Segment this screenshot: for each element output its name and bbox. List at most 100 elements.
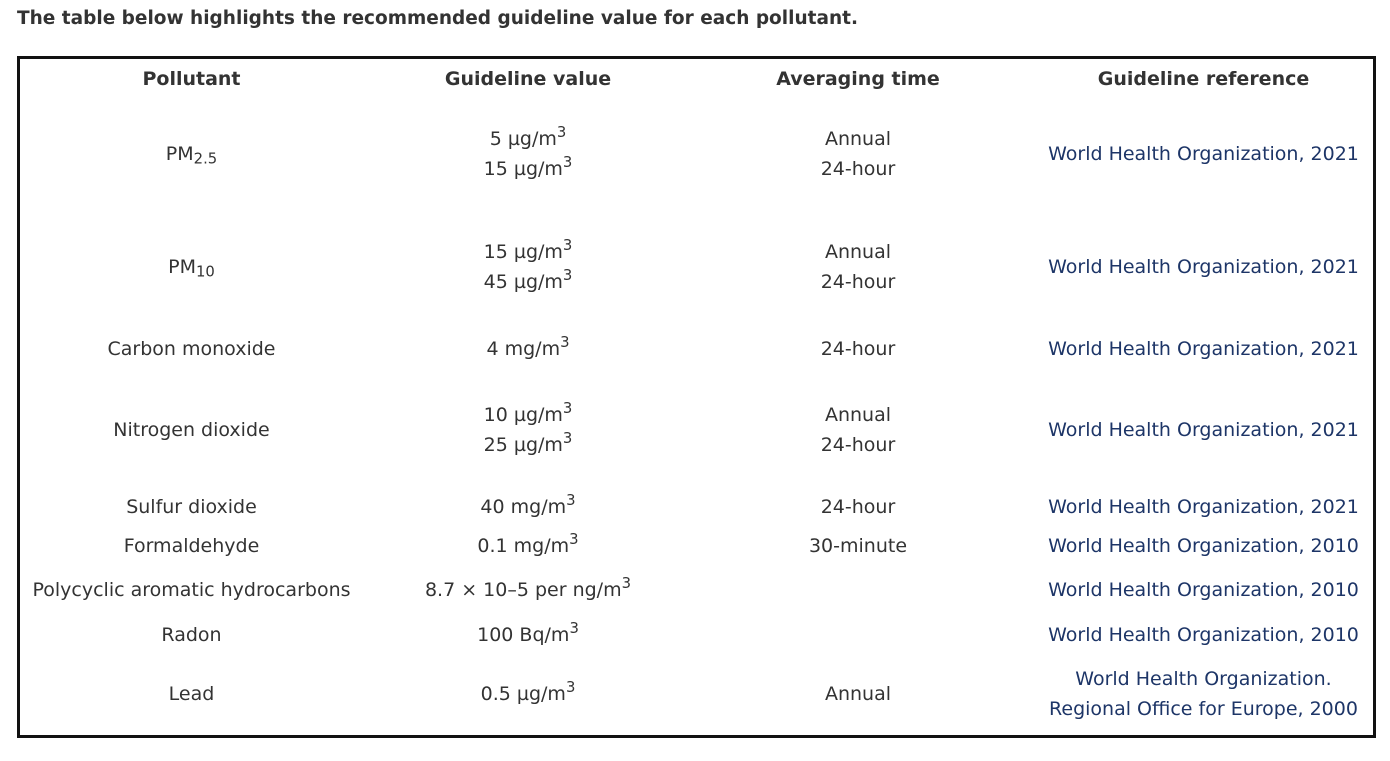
value-text: 25 µg/m bbox=[483, 434, 563, 456]
pollutant-name: Nitrogen dioxide bbox=[113, 419, 270, 441]
averaging-time: Annual bbox=[824, 404, 892, 426]
guideline-value-cell: 0.1 mg/m3 bbox=[363, 531, 693, 561]
guideline-reference-cell: World Health Organization. Regional Offic… bbox=[1031, 664, 1376, 724]
averaging-time: 24-hour bbox=[820, 434, 896, 456]
averaging-time: 24-hour bbox=[820, 338, 896, 360]
guideline-value: 8.7 × 10–5 per ng/m3 bbox=[363, 575, 693, 605]
value-exponent: 3 bbox=[569, 530, 579, 548]
guideline-value-cell: 100 Bq/m3 bbox=[363, 620, 693, 650]
guideline-value-cell: 4 mg/m3 bbox=[363, 334, 693, 364]
guideline-value: 15 µg/m3 bbox=[363, 154, 693, 184]
value-text: 15 µg/m bbox=[483, 158, 563, 180]
value-text: 10 µg/m bbox=[483, 404, 563, 426]
guideline-reference: World Health Organization, 2010 bbox=[1048, 535, 1359, 557]
averaging-time: 24-hour bbox=[820, 158, 896, 180]
guideline-value-cell: 40 mg/m3 bbox=[363, 492, 693, 522]
value-text: 8.7 × 10–5 per ng/m bbox=[424, 579, 622, 601]
value-exponent: 3 bbox=[562, 266, 573, 284]
header-averaging-time: Averaging time bbox=[776, 68, 940, 90]
header-pollutant: Pollutant bbox=[142, 68, 241, 90]
value-exponent: 3 bbox=[569, 619, 579, 637]
value-exponent: 3 bbox=[621, 574, 632, 592]
pollutant-subscript: 10 bbox=[196, 263, 215, 281]
pollutant-name: Formaldehyde bbox=[123, 535, 260, 557]
guideline-reference-cell: World Health Organization, 2010 bbox=[1031, 620, 1376, 650]
pollutant-name: Carbon monoxide bbox=[107, 338, 276, 360]
guideline-reference-cell: World Health Organization, 2021 bbox=[1031, 139, 1376, 169]
pollutant-name: Sulfur dioxide bbox=[126, 496, 257, 518]
pollutant-cell: PM10 bbox=[20, 252, 363, 282]
guideline-reference-cell: World Health Organization, 2021 bbox=[1031, 334, 1376, 364]
averaging-time-cell: Annual bbox=[693, 679, 1023, 709]
pollutant-name: PM bbox=[165, 143, 194, 165]
value-text: 45 µg/m bbox=[483, 271, 563, 293]
guideline-value-cell: 0.5 µg/m3 bbox=[363, 679, 693, 709]
averaging-time: 30-minute bbox=[808, 535, 908, 557]
value-exponent: 3 bbox=[562, 429, 573, 447]
guideline-value: 100 Bq/m3 bbox=[363, 620, 693, 650]
guideline-reference: World Health Organization, 2021 bbox=[1048, 338, 1359, 360]
guideline-value: 4 mg/m3 bbox=[363, 334, 693, 364]
averaging-time-cell: 30-minute bbox=[693, 531, 1023, 561]
guideline-value-cell: 8.7 × 10–5 per ng/m3 bbox=[363, 575, 693, 605]
pollutant-cell: PM2.5 bbox=[20, 139, 363, 169]
guideline-reference: World Health Organization, 2021 bbox=[1048, 256, 1359, 278]
pollutant-cell: Nitrogen dioxide bbox=[20, 415, 363, 445]
guideline-value: 15 µg/m3 bbox=[363, 237, 693, 267]
guideline-reference-cell: World Health Organization, 2010 bbox=[1031, 531, 1376, 561]
pollutant-cell: Carbon monoxide bbox=[20, 334, 363, 364]
pollutant-cell: Radon bbox=[20, 620, 363, 650]
guideline-value: 10 µg/m3 bbox=[363, 400, 693, 430]
value-exponent: 3 bbox=[562, 153, 573, 171]
value-exponent: 3 bbox=[556, 123, 567, 141]
pollutant-subscript: 2.5 bbox=[193, 150, 218, 168]
guideline-reference-cell: World Health Organization, 2021 bbox=[1031, 492, 1376, 522]
averaging-time: Annual bbox=[824, 683, 892, 705]
averaging-time: Annual bbox=[824, 241, 892, 263]
guideline-value: 5 µg/m3 bbox=[363, 124, 693, 154]
guideline-reference: Regional Office for Europe, 2000 bbox=[1049, 698, 1358, 720]
guideline-reference: World Health Organization, 2010 bbox=[1048, 624, 1359, 646]
value-exponent: 3 bbox=[565, 678, 576, 696]
pollutant-cell: Polycyclic aromatic hydrocarbons bbox=[20, 575, 363, 605]
header-guideline-reference: Guideline reference bbox=[1097, 68, 1310, 90]
value-exponent: 3 bbox=[560, 333, 570, 351]
pollutant-cell: Sulfur dioxide bbox=[20, 492, 363, 522]
pollutant-name: Lead bbox=[168, 683, 215, 705]
value-exponent: 3 bbox=[562, 236, 573, 254]
guideline-reference-cell: World Health Organization, 2010 bbox=[1031, 575, 1376, 605]
value-text: 0.1 mg/m bbox=[477, 535, 570, 557]
averaging-time: 24-hour bbox=[820, 496, 896, 518]
guideline-reference: World Health Organization, 2010 bbox=[1048, 579, 1359, 601]
guideline-value: 0.1 mg/m3 bbox=[363, 531, 693, 561]
intro-text: The table below highlights the recommend… bbox=[17, 8, 858, 29]
guideline-table: Pollutant Guideline value Averaging time… bbox=[17, 56, 1376, 738]
header-guideline-value: Guideline value bbox=[444, 68, 612, 90]
value-text: 15 µg/m bbox=[483, 241, 563, 263]
guideline-reference-cell: World Health Organization, 2021 bbox=[1031, 252, 1376, 282]
averaging-time: Annual bbox=[824, 128, 892, 150]
value-text: 4 mg/m bbox=[486, 338, 561, 360]
guideline-reference: World Health Organization, 2021 bbox=[1048, 496, 1359, 518]
pollutant-cell: Lead bbox=[20, 679, 363, 709]
value-text: 40 mg/m bbox=[480, 496, 567, 518]
guideline-value-cell: 5 µg/m3 15 µg/m3 bbox=[363, 124, 693, 184]
value-exponent: 3 bbox=[562, 399, 573, 417]
guideline-reference: World Health Organization, 2021 bbox=[1048, 143, 1359, 165]
value-text: 100 Bq/m bbox=[477, 624, 570, 646]
averaging-time-cell: Annual 24-hour bbox=[693, 124, 1023, 184]
averaging-time-cell: Annual 24-hour bbox=[693, 400, 1023, 460]
guideline-reference: World Health Organization. bbox=[1075, 668, 1332, 690]
averaging-time-cell: 24-hour bbox=[693, 334, 1023, 364]
value-text: 5 µg/m bbox=[489, 128, 557, 150]
averaging-time: 24-hour bbox=[820, 271, 896, 293]
guideline-reference-cell: World Health Organization, 2021 bbox=[1031, 415, 1376, 445]
guideline-value: 25 µg/m3 bbox=[363, 430, 693, 460]
guideline-value-cell: 15 µg/m3 45 µg/m3 bbox=[363, 237, 693, 297]
guideline-reference: World Health Organization, 2021 bbox=[1048, 419, 1359, 441]
guideline-value-cell: 10 µg/m3 25 µg/m3 bbox=[363, 400, 693, 460]
pollutant-name: Radon bbox=[161, 624, 222, 646]
value-text: 0.5 µg/m bbox=[480, 683, 566, 705]
pollutant-cell: Formaldehyde bbox=[20, 531, 363, 561]
guideline-value: 40 mg/m3 bbox=[363, 492, 693, 522]
